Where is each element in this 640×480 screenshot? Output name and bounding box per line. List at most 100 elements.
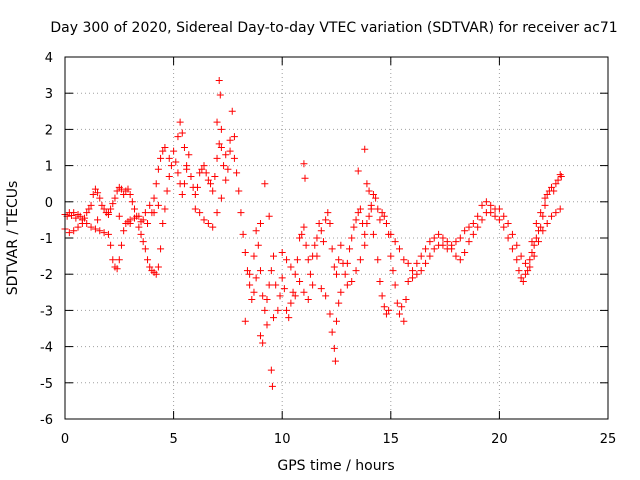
- data-point: [508, 230, 516, 238]
- data-point: [154, 263, 162, 271]
- data-point: [532, 234, 540, 242]
- data-point: [537, 209, 545, 217]
- data-point: [220, 162, 228, 170]
- data-point: [343, 281, 351, 289]
- data-point: [109, 200, 117, 208]
- data-point: [291, 270, 299, 278]
- data-point: [196, 209, 204, 217]
- data-point: [139, 238, 147, 246]
- data-point: [104, 209, 112, 217]
- data-point: [128, 198, 136, 206]
- data-point: [259, 339, 267, 347]
- data-point: [322, 216, 330, 224]
- data-point: [543, 191, 551, 199]
- data-point: [204, 220, 212, 228]
- data-point: [283, 306, 291, 314]
- data-point: [216, 91, 224, 99]
- data-point: [207, 180, 215, 188]
- data-point: [404, 259, 412, 267]
- data-point: [246, 270, 254, 278]
- x-axis-label: GPS time / hours: [277, 458, 394, 474]
- chart-title: Day 300 of 2020, Sidereal Day-to-day VTE…: [50, 20, 617, 36]
- data-point: [243, 267, 251, 275]
- data-point: [174, 133, 182, 141]
- data-point: [417, 267, 425, 275]
- data-point: [391, 238, 399, 246]
- data-point: [165, 154, 173, 162]
- data-point: [178, 129, 186, 137]
- data-point: [180, 144, 188, 151]
- data-point: [141, 209, 149, 217]
- data-point: [543, 220, 551, 228]
- data-point: [217, 144, 225, 151]
- data-point: [515, 267, 523, 275]
- data-point: [539, 227, 547, 235]
- data-point: [237, 209, 245, 217]
- y-tick-label: -5: [40, 377, 53, 392]
- data-point: [504, 220, 512, 228]
- data-point: [115, 256, 123, 264]
- data-point: [413, 270, 421, 278]
- data-point: [456, 234, 464, 242]
- data-point: [413, 259, 421, 267]
- data-point: [250, 288, 258, 296]
- data-point: [317, 227, 325, 235]
- data-point: [256, 267, 264, 275]
- data-point: [448, 245, 456, 253]
- data-point: [274, 306, 282, 314]
- data-point: [104, 230, 112, 238]
- y-tick-label: -3: [40, 304, 53, 319]
- data-point: [100, 229, 108, 237]
- data-point: [217, 194, 225, 202]
- data-point: [193, 183, 201, 191]
- data-point: [337, 241, 345, 249]
- data-point: [333, 317, 340, 325]
- data-point: [204, 176, 212, 184]
- data-point: [552, 180, 560, 188]
- data-point: [319, 238, 327, 246]
- data-point: [545, 187, 553, 195]
- data-point: [513, 256, 521, 264]
- data-point: [226, 136, 234, 144]
- data-point: [209, 187, 217, 195]
- data-point: [213, 209, 221, 217]
- data-point: [330, 263, 338, 271]
- data-point: [306, 270, 314, 278]
- data-point: [376, 216, 384, 224]
- data-point: [504, 234, 512, 242]
- data-point: [521, 259, 529, 267]
- data-point: [107, 241, 115, 249]
- x-tick-label: 0: [61, 432, 69, 447]
- data-point: [409, 267, 417, 275]
- data-point: [241, 317, 249, 325]
- data-point: [172, 158, 180, 166]
- grid: [65, 57, 608, 419]
- data-point: [131, 214, 139, 222]
- data-point: [250, 252, 258, 260]
- data-point: [335, 299, 343, 307]
- data-point: [198, 165, 206, 173]
- data-point: [287, 299, 295, 307]
- data-point: [159, 220, 167, 228]
- data-point: [126, 191, 134, 199]
- data-point: [226, 147, 234, 155]
- data-point: [183, 162, 191, 170]
- data-point: [313, 234, 321, 242]
- data-point: [328, 245, 336, 253]
- data-point: [228, 107, 236, 115]
- data-point: [526, 256, 534, 264]
- data-point: [174, 169, 182, 177]
- data-point: [241, 248, 249, 256]
- data-point: [361, 230, 369, 238]
- data-point: [291, 292, 299, 300]
- data-point: [137, 218, 145, 226]
- data-point: [96, 194, 104, 202]
- data-point: [324, 209, 332, 217]
- data-point: [91, 225, 99, 233]
- data-point: [224, 165, 232, 173]
- data-point: [117, 185, 125, 193]
- data-point: [154, 165, 162, 173]
- data-point: [120, 191, 128, 199]
- data-point: [94, 216, 102, 224]
- data-point: [382, 310, 390, 318]
